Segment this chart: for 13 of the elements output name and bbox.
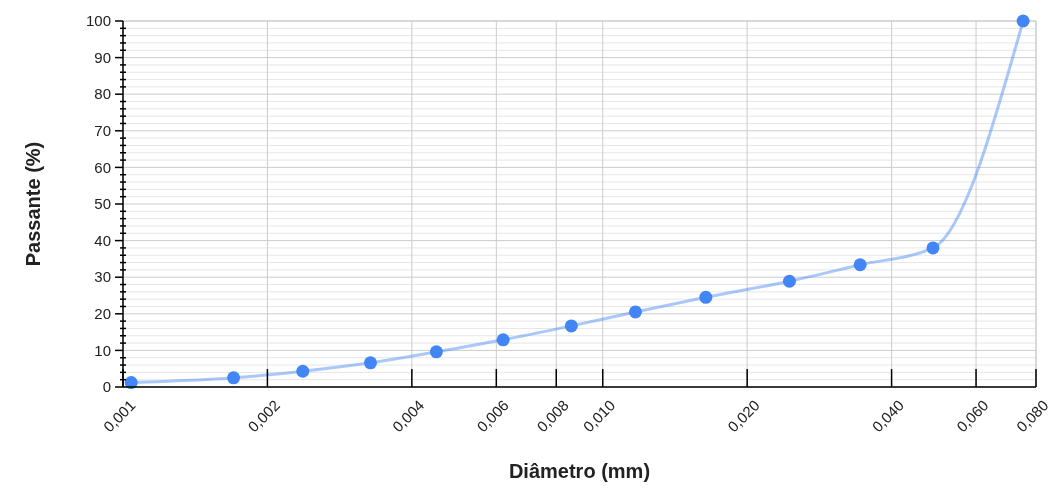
y-tick-label: 20 — [94, 305, 111, 323]
y-tick-label: 50 — [94, 195, 111, 213]
y-tick-label: 40 — [94, 231, 111, 249]
y-tick-label: 100 — [85, 12, 111, 30]
y-axis-title: Passante (%) — [22, 141, 44, 267]
x-axis-title: Diâmetro (mm) — [508, 460, 651, 482]
y-tick-label: 10 — [94, 341, 111, 359]
y-tick-label: 90 — [94, 48, 111, 66]
y-tick-label: 0 — [102, 378, 111, 396]
y-tick-label: 70 — [94, 122, 111, 140]
y-tick-label: 60 — [94, 158, 111, 176]
y-tick-label: 30 — [94, 268, 111, 286]
y-tick-label: 80 — [94, 85, 111, 103]
